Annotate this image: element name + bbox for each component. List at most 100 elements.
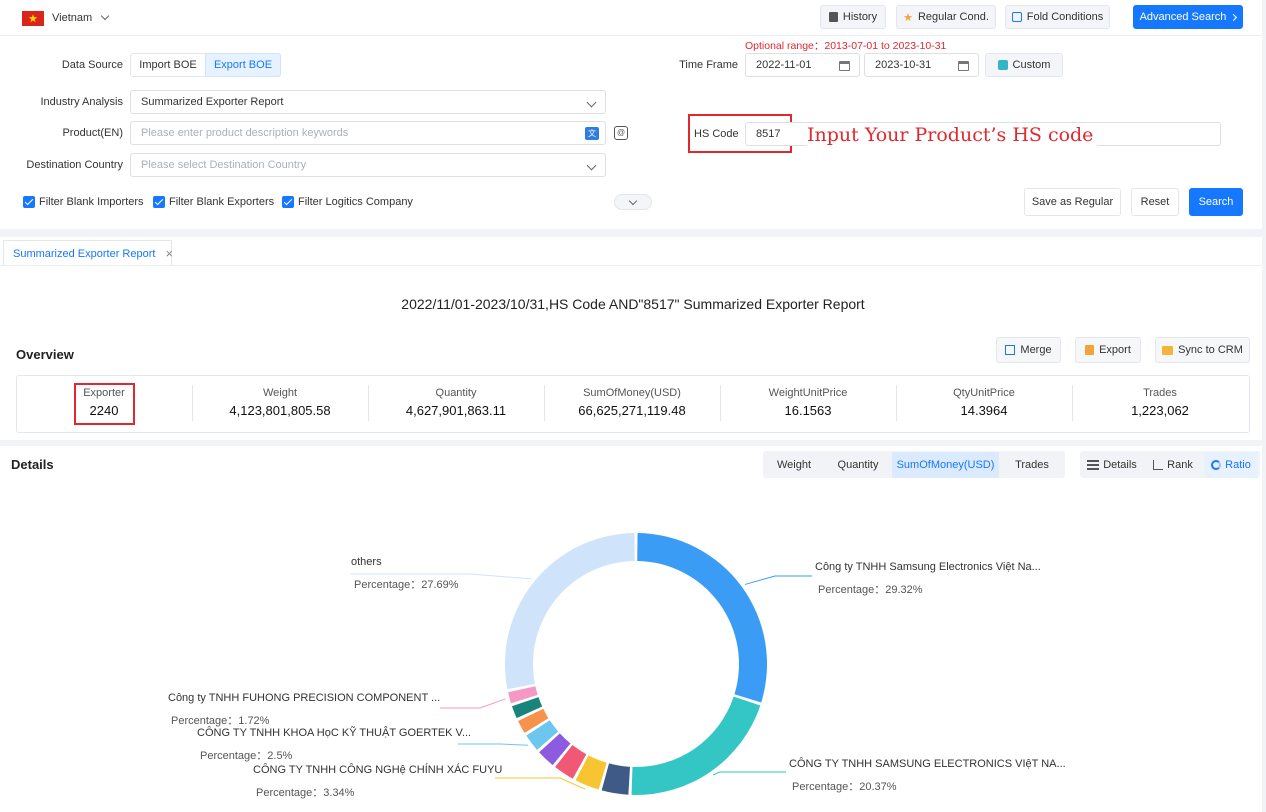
hs-code-label: HS Code [694, 128, 739, 140]
data-source-label: Data Source [61, 59, 123, 71]
donut-slice-0[interactable] [637, 533, 767, 703]
section-gap [0, 440, 1266, 446]
stat-sum-of-money: SumOfMoney(USD) 66,625,271,119.48 [578, 387, 686, 418]
regular-cond-button[interactable]: ★ Regular Cond. [896, 5, 996, 29]
custom-icon [997, 60, 1008, 70]
date-to-input[interactable]: 2023-10-31 [864, 53, 979, 77]
chart-label-pct-4: Percentage：1.72% [171, 715, 270, 727]
donut-slice-1[interactable] [631, 696, 761, 795]
stat-weight-unit-price: WeightUnitPrice 16.1563 [768, 387, 848, 418]
country-selector[interactable]: Vietnam [22, 9, 110, 27]
optional-range-hint: Optional range：2013-07-01 to 2023-10-31 [745, 40, 947, 52]
calendar-icon [839, 61, 850, 71]
stat-qty-unit-price: QtyUnitPrice 14.3964 [953, 387, 1015, 418]
chart-label-pct-3: Percentage：2.5% [200, 750, 293, 762]
leader-line-3 [458, 743, 529, 746]
import-boe-button[interactable]: Import BOE [130, 53, 206, 77]
history-button[interactable]: History [820, 5, 886, 29]
export-icon [1085, 345, 1095, 355]
leader-line-4 [440, 698, 506, 709]
section-gap [0, 229, 1266, 237]
metric-weight[interactable]: Weight [776, 459, 812, 471]
chevron-right-icon [1230, 13, 1238, 21]
checkbox-checked-icon [153, 196, 165, 209]
reset-button[interactable]: Reset [1131, 188, 1179, 216]
merge-button[interactable]: Merge [996, 337, 1061, 363]
chart-label-pct-2: Percentage：3.34% [256, 787, 355, 799]
industry-analysis-label: Industry Analysis [40, 96, 123, 108]
donut-slice-7[interactable] [518, 708, 549, 733]
sync-to-crm-button[interactable]: Sync to CRM [1155, 337, 1250, 363]
stat-quantity: Quantity 4,627,901,863.11 [405, 387, 507, 418]
chevron-down-icon [586, 97, 597, 108]
custom-button[interactable]: Custom [985, 53, 1063, 77]
overview-stats-panel [16, 375, 1250, 433]
checkbox-checked-icon [282, 196, 294, 209]
chart-label-pct-0: Percentage：29.32% [818, 584, 923, 596]
donut-slice-2[interactable] [601, 763, 631, 795]
chart-label-pct-5: Percentage：27.69% [354, 579, 459, 591]
product-label: Product(EN) [62, 127, 123, 139]
metric-trades[interactable]: Trades [1015, 459, 1049, 471]
leader-line-0 [744, 575, 812, 585]
top-divider [0, 35, 1266, 36]
donut-slice-8[interactable] [511, 697, 543, 719]
filter-logistics-company-checkbox[interactable]: Filter Logitics Company [282, 196, 413, 209]
destination-country-select[interactable]: Please select Destination Country [130, 153, 606, 177]
stat-exporter: Exporter 2240 [83, 387, 125, 418]
ai-assist-icon[interactable]: @ [614, 126, 628, 140]
report-title: 2022/11/01-2023/10/31,HS Code AND"8517" … [401, 296, 865, 312]
filter-blank-importers-checkbox[interactable]: Filter Blank Importers [23, 196, 144, 209]
table-icon [1087, 460, 1100, 470]
leader-line-2 [495, 777, 586, 790]
time-frame-label: Time Frame [679, 59, 738, 71]
industry-analysis-select[interactable]: Summarized Exporter Report [130, 90, 606, 114]
hs-code-annotation: Input Your Product’s HS code [807, 124, 1098, 146]
view-details[interactable]: Details [1082, 452, 1142, 478]
donut-slice-9[interactable] [508, 686, 538, 704]
chart-label-name-4: Công ty TNHH FUHONG PRECISION COMPONENT … [168, 692, 441, 704]
close-icon[interactable]: × [165, 246, 174, 261]
product-input[interactable]: Please enter product description keyword… [130, 121, 606, 145]
country-name: Vietnam [52, 12, 93, 24]
search-button[interactable]: Search [1189, 188, 1243, 216]
chart-label-name-2: CÔNG TY TNHH CÔNG NGHệ CHÍNH XÁC FUYU [253, 764, 503, 776]
tab-bar-line [0, 265, 1266, 266]
chart-label-name-5: others [351, 556, 382, 568]
donut-slice-3[interactable] [575, 755, 607, 790]
star-icon: ★ [903, 11, 913, 24]
merge-icon [1005, 345, 1016, 355]
donut-slice-6[interactable] [526, 720, 559, 750]
expand-filters-button[interactable] [614, 194, 652, 210]
chevron-down-icon [586, 160, 597, 171]
donut-slice-10[interactable] [505, 533, 635, 690]
folder-icon [1162, 345, 1174, 355]
date-from-input[interactable]: 2022-11-01 [745, 53, 860, 77]
stat-weight: Weight 4,123,801,805.58 [229, 387, 331, 418]
chevron-down-icon [628, 196, 638, 205]
chevron-down-icon [100, 11, 110, 21]
checkbox-checked-icon [23, 196, 35, 209]
details-heading: Details [11, 457, 54, 472]
chart-label-pct-1: Percentage：20.37% [792, 781, 897, 793]
save-as-regular-button[interactable]: Save as Regular [1024, 188, 1121, 216]
right-edge-shade [1262, 0, 1266, 812]
donut-slice-4[interactable] [555, 745, 587, 779]
tab-summarized-exporter-report[interactable]: Summarized Exporter Report × [3, 240, 174, 266]
calendar-icon [958, 61, 969, 71]
history-icon [828, 12, 838, 22]
metric-quantity[interactable]: Quantity [837, 459, 879, 471]
fold-conditions-button[interactable]: Fold Conditions [1005, 5, 1110, 29]
rank-chart-icon [1153, 460, 1164, 470]
donut-slice-5[interactable] [539, 733, 571, 766]
view-rank[interactable]: Rank [1144, 452, 1202, 478]
overview-heading: Overview [16, 347, 74, 362]
metric-sum-of-money[interactable]: SumOfMoney(USD) [892, 452, 999, 478]
filter-blank-exporters-checkbox[interactable]: Filter Blank Exporters [153, 196, 274, 209]
view-ratio[interactable]: Ratio [1204, 452, 1258, 478]
translate-icon[interactable]: 文 [585, 127, 599, 140]
export-button[interactable]: Export [1075, 337, 1141, 363]
export-boe-button[interactable]: Export BOE [205, 53, 281, 77]
chart-label-name-3: CÔNG TY TNHH KHOA HọC KỸ THUẬT GOERTEK V… [197, 727, 472, 739]
advanced-search-button[interactable]: Advanced Search [1133, 5, 1243, 29]
